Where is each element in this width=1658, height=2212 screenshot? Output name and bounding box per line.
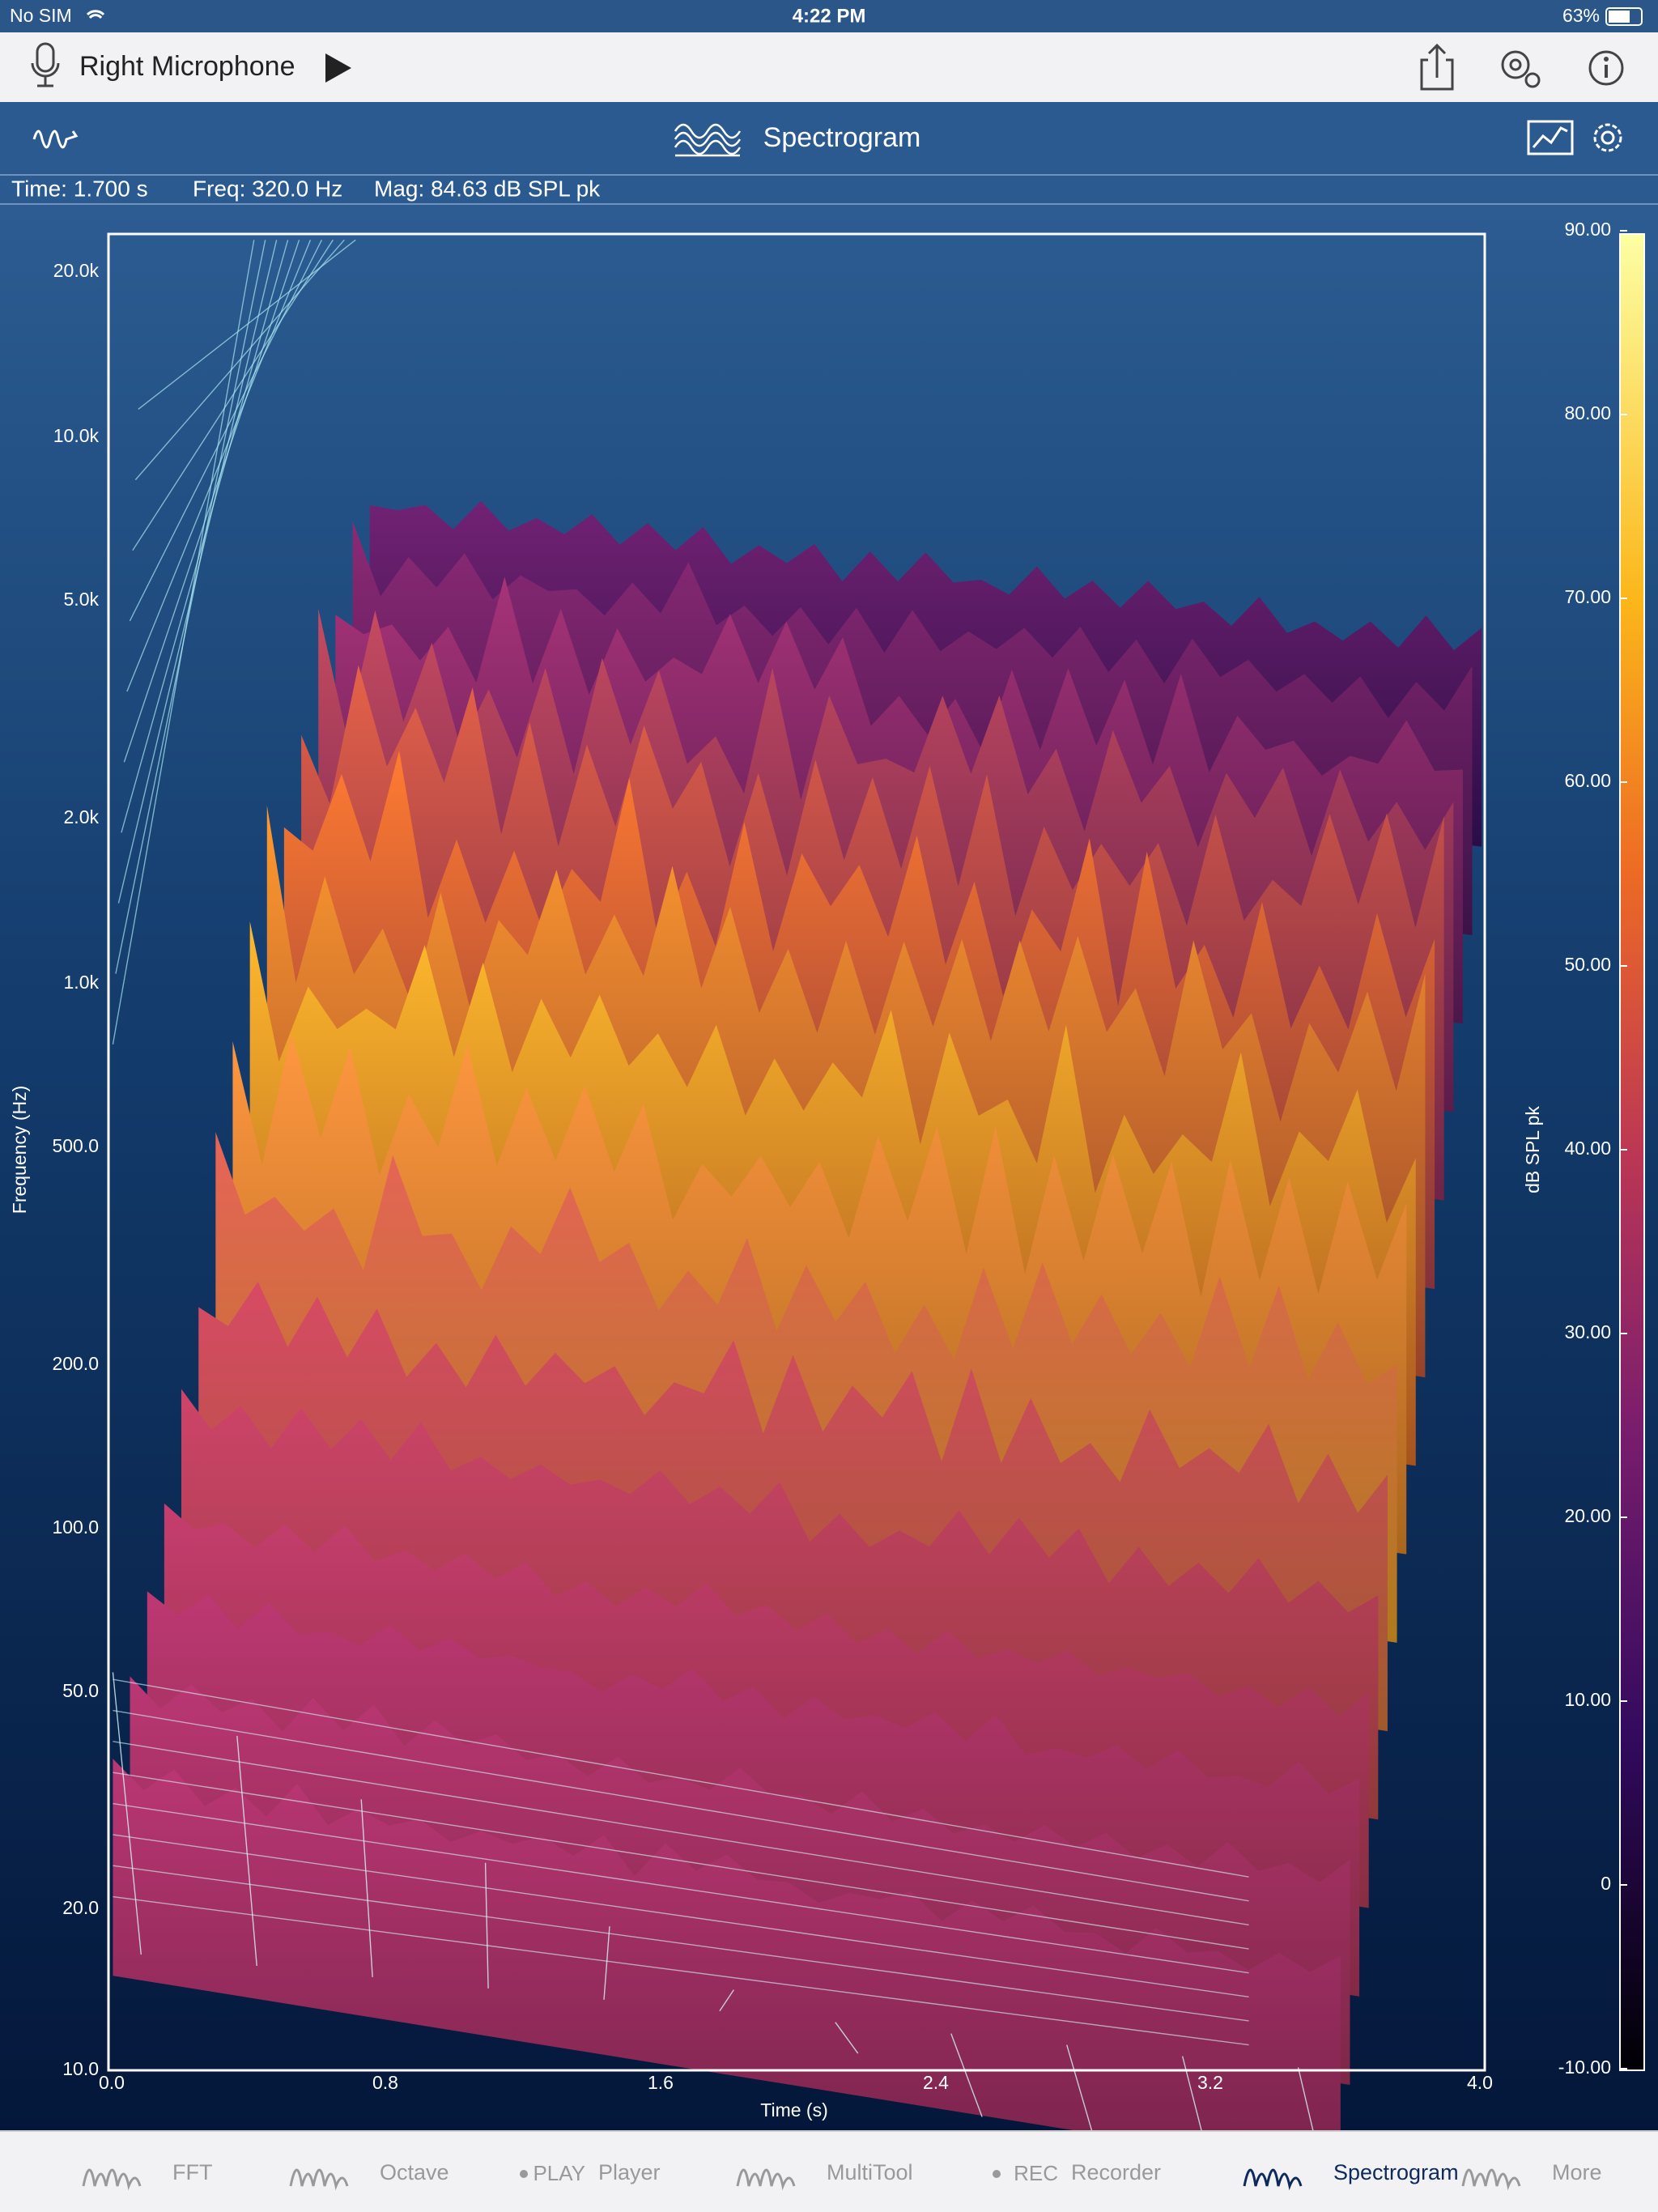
wireframe xyxy=(113,1834,1249,1998)
colorbar-tick-label: 20.00 xyxy=(1564,1505,1611,1526)
wireframe xyxy=(113,1709,1249,1902)
readout-bar xyxy=(0,175,1658,204)
colorbar-tick-label: 10.00 xyxy=(1564,1689,1611,1710)
wireframe xyxy=(484,1862,489,1989)
tab-bar xyxy=(0,2131,1658,2212)
y-tick-label: 10.0k xyxy=(53,425,100,446)
wireframe xyxy=(719,1989,734,2012)
wireframe xyxy=(950,2033,983,2117)
input-title[interactable]: Right Microphone xyxy=(79,51,295,82)
colorbar-tick-label: 70.00 xyxy=(1564,586,1611,607)
wireframe xyxy=(113,1802,1249,1974)
tab-icon xyxy=(1243,2168,1303,2191)
spectrogram-surface xyxy=(112,239,1482,2212)
colorbar-tick-label: 60.00 xyxy=(1564,770,1611,791)
wireframe xyxy=(117,240,278,904)
y-tick-label: 200.0 xyxy=(52,1353,99,1374)
graph-button[interactable] xyxy=(1527,120,1574,155)
wireframe xyxy=(112,1672,142,1955)
y-tick-label: 500.0 xyxy=(52,1135,99,1156)
colorbar-label: dB SPL pk xyxy=(1522,1106,1543,1193)
tab-icon xyxy=(82,2168,142,2191)
x-tick-label: 3.2 xyxy=(1197,2072,1223,2093)
battery-icon xyxy=(1605,7,1643,26)
wireframe xyxy=(236,1735,257,1967)
tab-label[interactable]: MultiTool xyxy=(827,2160,913,2184)
view-title: Spectrogram xyxy=(763,122,921,153)
wireframe xyxy=(113,1895,1249,2046)
x-axis-label: Time (s) xyxy=(760,2099,827,2121)
y-tick-label: 5.0k xyxy=(64,589,100,610)
x-tick-label: 0.0 xyxy=(99,2072,125,2093)
y-tick-label: 10.0 xyxy=(62,2058,99,2079)
y-tick-label: 20.0k xyxy=(53,260,100,281)
tab-icon xyxy=(1461,2168,1521,2191)
x-tick-label: 1.6 xyxy=(648,2072,674,2093)
wireframe xyxy=(134,239,345,481)
x-tick-label: 2.4 xyxy=(923,2072,949,2093)
colorbar-tick-label: 80.00 xyxy=(1564,402,1611,423)
clock: 4:22 PM xyxy=(793,5,866,27)
y-tick-label: 20.0 xyxy=(62,1897,99,1918)
colorbar-tick-label: 50.00 xyxy=(1564,954,1611,975)
wireframe xyxy=(123,240,300,763)
y-tick-label: 50.0 xyxy=(62,1680,99,1701)
tab-icon xyxy=(520,2170,528,2178)
tab-label[interactable]: Player xyxy=(598,2160,661,2184)
tab-icon xyxy=(736,2168,796,2191)
wireframe xyxy=(113,1772,1249,1950)
tab-icon xyxy=(289,2168,349,2191)
wifi-icon xyxy=(86,10,105,19)
info-button[interactable] xyxy=(1588,50,1624,86)
toolbar xyxy=(0,32,1658,102)
x-tick-label: 4.0 xyxy=(1467,2072,1493,2093)
wireframe xyxy=(603,1926,610,2000)
battery-level xyxy=(1609,11,1630,23)
wireframe xyxy=(835,2022,859,2054)
y-tick-label: 2.0k xyxy=(64,806,100,827)
wireframe xyxy=(121,240,289,833)
tab-label[interactable]: More xyxy=(1552,2160,1602,2184)
carrier: No SIM xyxy=(10,5,72,26)
colorbar-tick-label: 0 xyxy=(1601,1873,1611,1894)
wireframe xyxy=(113,1865,1249,2022)
readout-mag: Mag: 84.63 dB SPL pk xyxy=(374,176,601,201)
y-axis-label: Frequency (Hz) xyxy=(9,1086,30,1214)
mic-icon[interactable] xyxy=(31,42,60,87)
colorbar-tick-label: 40.00 xyxy=(1564,1138,1611,1159)
colorbar-tick-label: 30.00 xyxy=(1564,1321,1611,1342)
readout-time: Time: 1.700 s xyxy=(11,176,148,201)
wireframe xyxy=(126,240,312,692)
tab-label[interactable]: FFT xyxy=(172,2160,212,2184)
tab-label[interactable]: Octave xyxy=(380,2160,449,2184)
play-button[interactable] xyxy=(325,53,351,83)
y-tick-label: 100.0 xyxy=(52,1516,99,1538)
wireframe xyxy=(113,1678,1249,1878)
colorbar-tick-label: -10.00 xyxy=(1558,2057,1611,2078)
wireframe xyxy=(115,240,266,974)
battery-percent: 63% xyxy=(1562,5,1600,26)
readout-freq: Freq: 320.0 Hz xyxy=(193,176,342,201)
tab-label[interactable]: Spectrogram xyxy=(1333,2160,1459,2184)
view-settings-button[interactable] xyxy=(1593,123,1622,152)
plot-frame xyxy=(107,232,1486,2072)
tab-icon-text: REC xyxy=(1014,2161,1058,2185)
wireframe xyxy=(113,1741,1249,1926)
waveform-button[interactable] xyxy=(32,130,79,149)
colorbar xyxy=(1619,233,1645,2071)
x-tick-label: 0.8 xyxy=(372,2072,398,2093)
share-button[interactable] xyxy=(1420,43,1454,91)
header-bar xyxy=(0,102,1658,175)
status-bar xyxy=(0,0,1658,32)
colorbar-tick-label: 90.00 xyxy=(1564,219,1611,240)
wireframe xyxy=(360,1799,373,1977)
tab-icon xyxy=(993,2170,1001,2178)
y-tick-label: 1.0k xyxy=(64,972,100,993)
tab-icon-text: PLAY xyxy=(533,2161,585,2185)
tab-label[interactable]: Recorder xyxy=(1071,2160,1161,2184)
wireframe xyxy=(138,239,356,410)
settings-button[interactable] xyxy=(1501,50,1541,88)
spectrogram-icon xyxy=(674,123,742,157)
